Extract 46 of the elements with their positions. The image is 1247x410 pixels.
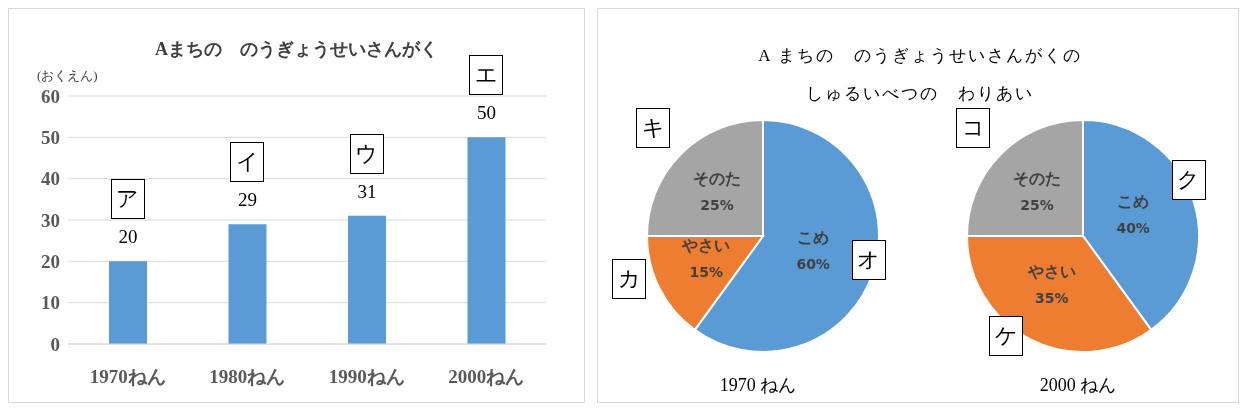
slice-label: そのた bbox=[692, 168, 741, 188]
chart-title: Aまちの のうぎょうせいさんがく bbox=[154, 38, 439, 61]
data-label: 40% bbox=[1116, 220, 1150, 237]
slice-label: そのた bbox=[1012, 168, 1061, 188]
y-tick-label: 60 bbox=[41, 85, 60, 107]
text: エ bbox=[469, 55, 504, 96]
y-axis-title: (おくえん) bbox=[37, 67, 98, 85]
text: A まちの のうぎょうせいさんがくのしゅるいべつの わりあい bbox=[757, 45, 1083, 105]
slice-label: やさい bbox=[681, 236, 731, 256]
bar bbox=[228, 224, 267, 344]
y-tick-label: 50 bbox=[41, 127, 60, 149]
bar bbox=[467, 137, 506, 344]
text: ケ bbox=[989, 315, 1024, 356]
data-label: 25% bbox=[1020, 196, 1054, 213]
bar bbox=[348, 215, 386, 344]
x-tick-label: 1980ねん bbox=[209, 366, 286, 388]
x-tick-label: 2000ねん bbox=[448, 366, 525, 388]
y-tick-label: 30 bbox=[41, 209, 60, 231]
data-label: 50 bbox=[477, 102, 496, 124]
annotation: ア bbox=[110, 179, 145, 220]
text: キ bbox=[636, 108, 671, 149]
y-tick-label: 20 bbox=[41, 251, 60, 273]
x-tick-label: 1990ねん bbox=[328, 366, 405, 388]
data-label: 29 bbox=[238, 189, 257, 211]
y-tick-label: 10 bbox=[41, 292, 60, 314]
slice-label: こめ bbox=[797, 227, 830, 247]
text: 1970 ねん bbox=[718, 374, 798, 397]
annotation: イ bbox=[230, 142, 265, 183]
data-label: 35% bbox=[1034, 289, 1069, 306]
text: 2000 ねん bbox=[1038, 374, 1118, 397]
y-tick-label: 40 bbox=[41, 168, 60, 190]
slice-label: こめ bbox=[1117, 192, 1150, 212]
x-tick-label: 1970ねん bbox=[89, 366, 166, 388]
bar bbox=[109, 261, 147, 344]
data-label: 25% bbox=[700, 196, 734, 213]
data-label: 31 bbox=[357, 180, 377, 202]
text: ク bbox=[1171, 159, 1206, 200]
y-tick-label: 0 bbox=[50, 333, 60, 355]
data-label: 60% bbox=[796, 255, 830, 272]
text: カ bbox=[612, 258, 647, 299]
slice-label: やさい bbox=[1026, 261, 1076, 281]
text: コ bbox=[956, 108, 991, 149]
text: オ bbox=[851, 240, 886, 281]
annotation: ウ bbox=[349, 133, 384, 174]
data-label: 20 bbox=[118, 226, 138, 248]
data-label: 15% bbox=[689, 264, 724, 281]
